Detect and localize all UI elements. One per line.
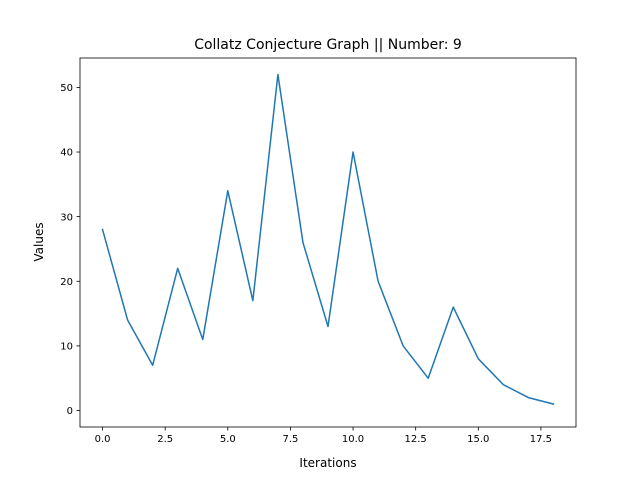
data-point	[177, 268, 179, 270]
x-tick-label: 15.0	[467, 434, 489, 445]
data-point	[402, 345, 404, 347]
data-point	[102, 229, 104, 231]
x-tick-label: 2.5	[157, 434, 173, 445]
data-point	[227, 190, 229, 192]
data-point	[277, 74, 279, 76]
y-tick-label: 30	[60, 212, 73, 223]
data-point	[352, 151, 354, 153]
x-tick-label: 17.5	[530, 434, 552, 445]
data-point	[152, 364, 154, 366]
x-tick-label: 0.0	[95, 434, 111, 445]
y-tick-label: 50	[60, 83, 73, 94]
data-point	[327, 326, 329, 328]
x-axis-ticks: 0.0 2.5 5.0 7.5 10.0 12.5 15.0 17.5	[95, 427, 552, 445]
x-tick-label: 12.5	[405, 434, 427, 445]
data-point	[452, 306, 454, 308]
data-point	[427, 377, 429, 379]
data-point	[302, 242, 304, 244]
x-tick-label: 7.5	[282, 434, 298, 445]
y-tick-label: 20	[60, 277, 73, 288]
data-point	[202, 339, 204, 341]
data-point	[478, 358, 480, 360]
data-point	[553, 403, 555, 405]
y-tick-label: 40	[60, 148, 73, 159]
data-point	[503, 384, 505, 386]
series-line	[101, 73, 555, 405]
x-axis-label: Iterations	[299, 456, 356, 470]
data-point	[252, 300, 254, 302]
data-point	[528, 397, 530, 399]
x-tick-label: 10.0	[342, 434, 364, 445]
data-point	[127, 319, 129, 321]
chart-title: Collatz Conjecture Graph || Number: 9	[194, 37, 462, 53]
y-tick-label: 0	[67, 406, 73, 417]
y-tick-label: 10	[60, 341, 73, 352]
data-point	[377, 280, 379, 282]
x-tick-label: 5.0	[220, 434, 236, 445]
series-layer	[101, 73, 555, 405]
plot-frame	[79, 57, 577, 428]
y-axis-ticks: 0 10 20 30 40 50	[60, 83, 80, 417]
y-axis-label: Values	[32, 222, 46, 261]
